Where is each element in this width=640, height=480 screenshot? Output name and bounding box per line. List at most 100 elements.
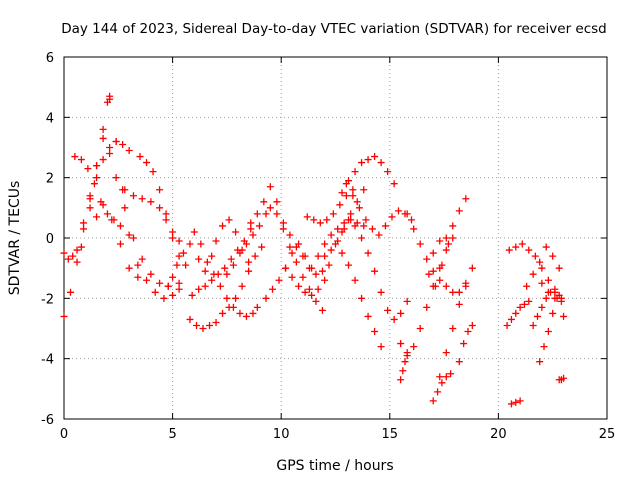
data-point (299, 273, 307, 281)
data-point (192, 321, 200, 329)
data-point (321, 240, 329, 248)
series-track-07 (93, 201, 142, 281)
data-point (371, 267, 379, 275)
data-point (394, 207, 402, 215)
data-point (169, 273, 177, 281)
data-point (175, 285, 183, 293)
data-point (236, 249, 244, 257)
data-point (358, 294, 366, 302)
data-point (429, 397, 437, 405)
data-point (60, 312, 68, 320)
data-point (208, 252, 216, 260)
data-point (251, 252, 259, 260)
x-tick-label: 20 (490, 427, 507, 442)
data-point (73, 258, 81, 266)
data-point (397, 340, 405, 348)
series-track-32 (455, 321, 476, 366)
data-point (334, 225, 342, 233)
data-point (323, 216, 331, 224)
data-point (301, 288, 309, 296)
data-point (308, 291, 316, 299)
data-point (416, 325, 424, 332)
series-track-33 (503, 297, 533, 329)
data-point (84, 165, 92, 173)
data-point (245, 267, 253, 275)
data-point (225, 216, 233, 224)
data-point (520, 300, 528, 308)
data-point (525, 297, 533, 305)
series-track-10 (164, 228, 261, 320)
data-point (130, 192, 138, 200)
grid-lines (64, 57, 607, 419)
data-point (399, 367, 407, 375)
data-point (512, 243, 520, 251)
data-point (301, 252, 309, 260)
data-point (288, 249, 296, 257)
data-point (538, 279, 546, 287)
data-point (377, 288, 385, 296)
data-point (318, 267, 326, 275)
data-point (121, 204, 129, 212)
data-point (73, 246, 81, 254)
series-track-25 (403, 210, 470, 296)
data-point (103, 210, 111, 218)
data-point (134, 273, 142, 281)
data-point (505, 246, 513, 254)
data-point (247, 225, 255, 233)
data-point (303, 213, 311, 221)
data-point (273, 198, 281, 206)
data-point (314, 285, 322, 293)
axis-ticks (63, 56, 608, 420)
data-point (512, 398, 520, 406)
data-point (462, 195, 470, 203)
data-point (533, 312, 541, 320)
data-point (232, 228, 240, 236)
data-point (314, 252, 322, 260)
data-point (560, 374, 568, 382)
data-point (503, 321, 511, 329)
data-point (540, 343, 548, 351)
data-point (397, 376, 405, 384)
data-point (321, 276, 329, 284)
data-point (156, 279, 164, 287)
data-point (67, 288, 75, 296)
data-point (292, 258, 300, 266)
data-point (362, 216, 370, 224)
data-point (549, 309, 557, 317)
data-point (375, 231, 383, 239)
data-point (529, 321, 537, 329)
data-point (438, 261, 446, 269)
data-point (551, 294, 559, 302)
data-point (175, 237, 183, 245)
data-point (169, 234, 177, 242)
data-point (436, 237, 444, 245)
data-point (381, 222, 389, 230)
data-point (212, 237, 220, 245)
data-point (468, 264, 476, 272)
data-point (262, 210, 270, 218)
data-point (455, 358, 463, 366)
data-point (162, 210, 170, 218)
data-point (225, 303, 233, 311)
data-point (77, 243, 85, 251)
data-point (436, 276, 444, 284)
y-tick-label: -2 (41, 292, 54, 307)
data-point (332, 240, 339, 248)
data-point (262, 294, 270, 302)
series-track-38 (538, 279, 565, 305)
data-point (201, 267, 209, 275)
series-track-15 (247, 183, 326, 314)
data-point (516, 303, 524, 311)
data-point (442, 246, 450, 254)
data-point (507, 400, 515, 408)
data-point (345, 261, 353, 269)
data-point (538, 264, 546, 272)
data-point (342, 180, 350, 188)
data-point (69, 252, 77, 260)
data-point (273, 210, 281, 218)
data-point (116, 222, 124, 230)
chart-title: Day 144 of 2023, Sidereal Day-to-day VTE… (61, 21, 607, 37)
data-point (206, 321, 214, 329)
data-point (338, 249, 346, 257)
